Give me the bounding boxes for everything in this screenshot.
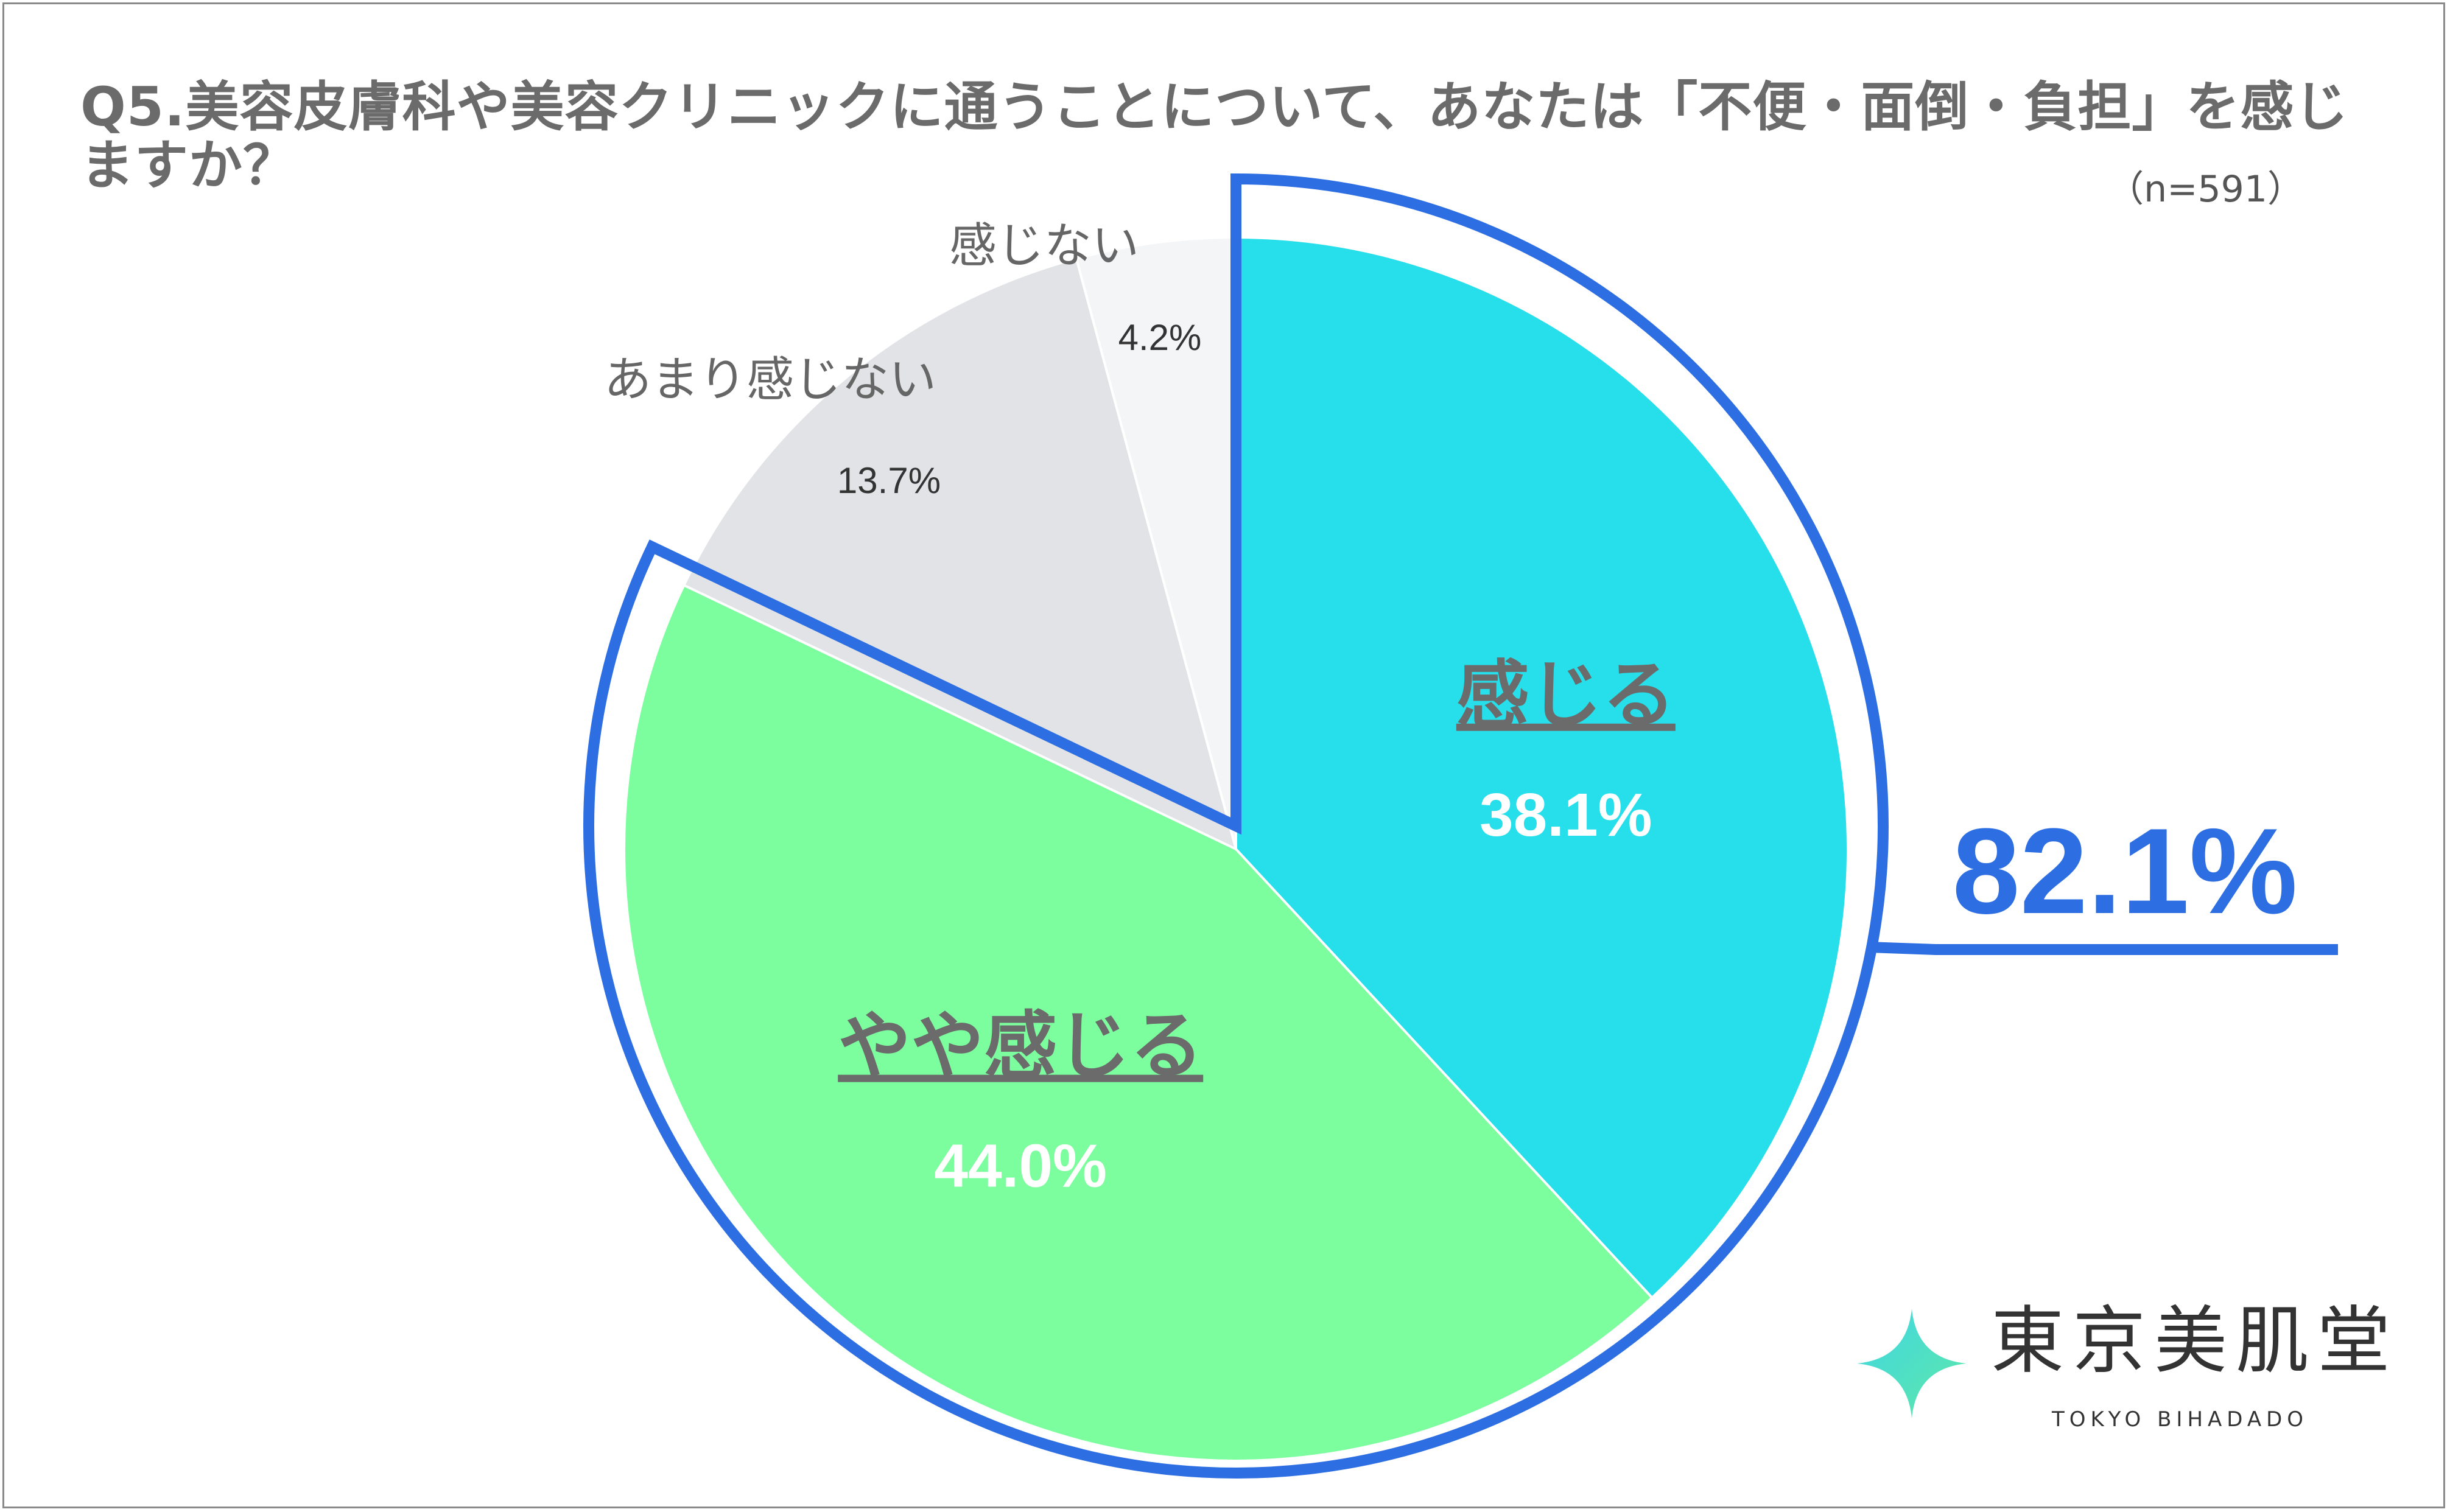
slice-label-感じない: 感じない	[949, 219, 1139, 273]
pie-slice-やや感じる	[623, 583, 1654, 1462]
highlight-total-value: 82.1%	[1952, 803, 2297, 939]
highlight-border	[583, 173, 1889, 1479]
slice-value-感じる: 38.1%	[1479, 781, 1652, 849]
logo-name: 東京美肌堂	[1991, 1299, 2399, 1384]
slice-value-やや感じる: 44.0%	[934, 1132, 1107, 1200]
slice-label-やや感じる: やや感じる	[838, 1004, 1203, 1089]
pie-slices	[623, 236, 1849, 1462]
sample-size-label: （n=591）	[2107, 168, 2304, 211]
highlight-leader-line	[1871, 942, 2338, 955]
slice-label-感じる: 感じる	[1456, 653, 1676, 738]
brand-logo: 東京美肌堂 TOKYO BIHADADO	[1851, 1297, 2390, 1437]
slice-labels: 感じる 38.1% やや感じる 44.0% あまり感じない 13.7% 感じない 4.2%	[604, 219, 1676, 1200]
pie-slice-感じない	[1075, 236, 1237, 850]
pie-slice-感じる	[1235, 236, 1849, 1300]
chart-title: Q5.美容皮膚科や美容クリニックに通うことについて、あなたは「不便・面倒・負担」…	[80, 75, 2349, 197]
highlight-outline: 82.1%	[583, 173, 2338, 1479]
slice-value-あまり感じない: 13.7%	[837, 460, 941, 501]
pie-slice-あまり感じない	[682, 257, 1238, 852]
logo-subtitle: TOKYO BIHADADO	[2052, 1407, 2309, 1432]
slice-value-感じない: 4.2%	[1118, 317, 1202, 358]
sparkle-icon	[1857, 1309, 1967, 1418]
slice-label-あまり感じない: あまり感じない	[604, 352, 936, 407]
